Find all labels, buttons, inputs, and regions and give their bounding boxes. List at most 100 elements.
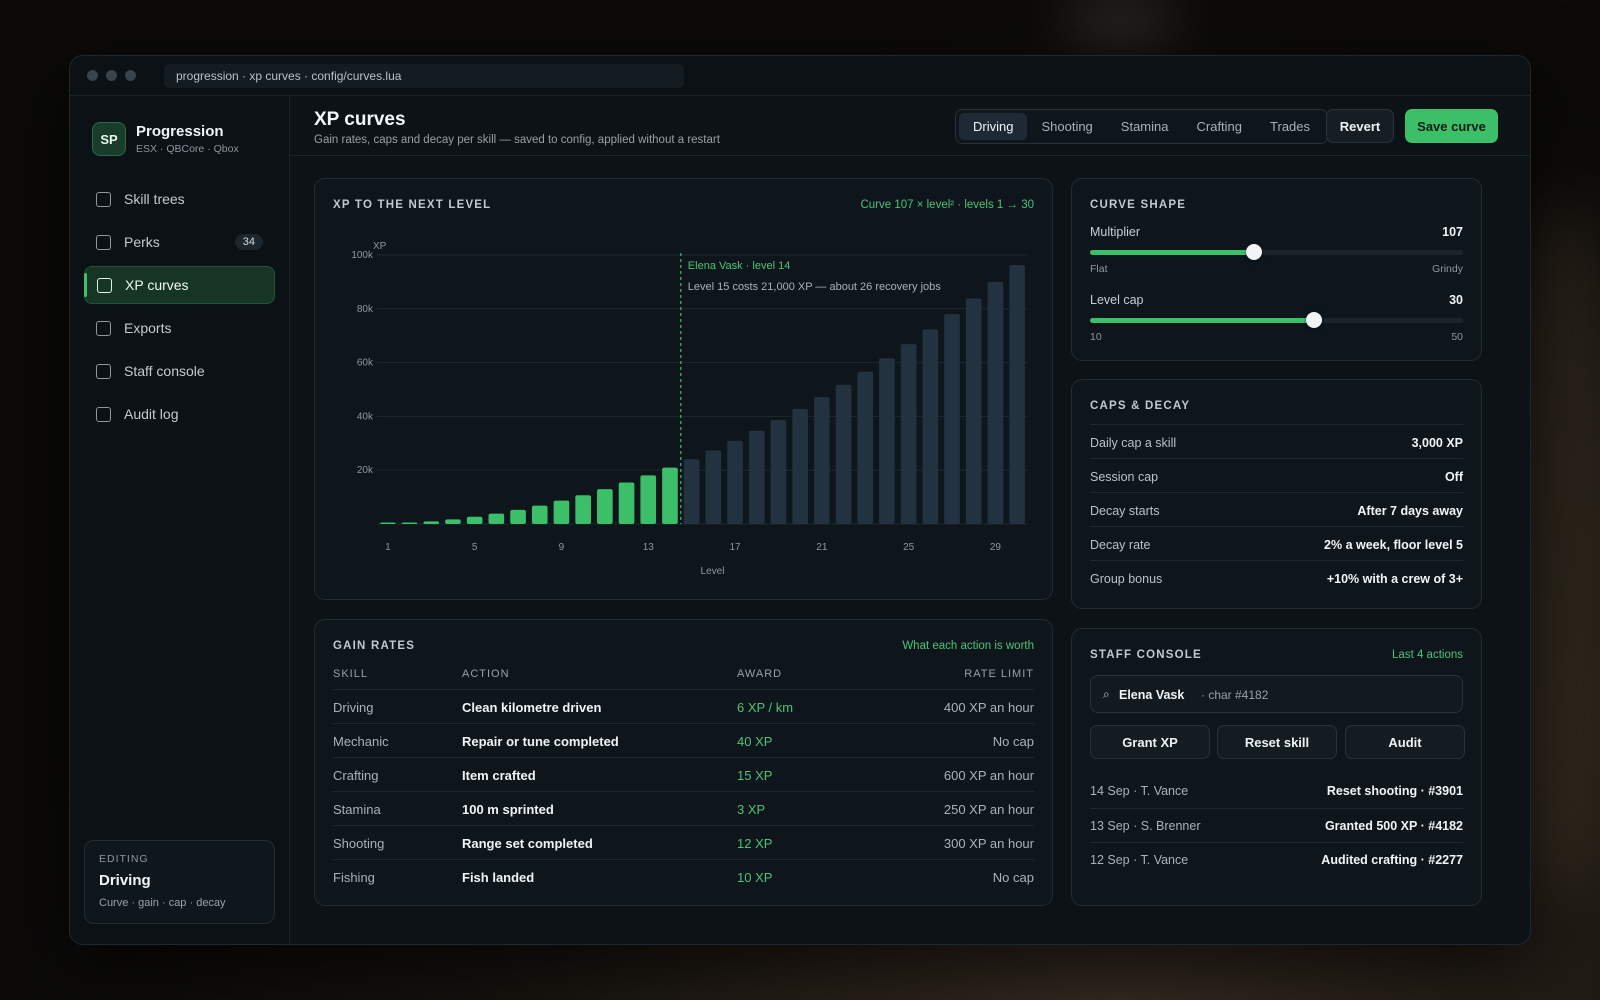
caps-decay-card: CAPS & DECAY Daily cap a skill 3,000 XP … xyxy=(1071,379,1482,609)
minimize-dot[interactable] xyxy=(106,70,117,81)
maximize-dot[interactable] xyxy=(125,70,136,81)
x-tick-label: 5 xyxy=(472,542,478,553)
log-date: 14 Sep · T. Vance xyxy=(1090,784,1189,798)
bar-level-10 xyxy=(575,495,591,524)
col-rate-limit: RATE LIMIT xyxy=(964,668,1034,680)
editing-label: EDITING xyxy=(99,853,149,865)
sidebar-item-label: Audit log xyxy=(124,406,179,422)
bar-level-13 xyxy=(640,475,657,524)
y-axis-label: XP xyxy=(373,241,387,252)
sidebar-item-staff-console[interactable]: Staff console xyxy=(84,352,275,390)
tab-crafting[interactable]: Crafting xyxy=(1196,119,1243,134)
action-cell: Item crafted xyxy=(462,768,536,783)
close-dot[interactable] xyxy=(87,70,98,81)
sidebar-item-exports[interactable]: Exports xyxy=(84,309,275,347)
bar-level-15 xyxy=(683,459,700,524)
sidebar-item-skill-trees[interactable]: Skill trees xyxy=(84,180,275,218)
checkbox-icon xyxy=(96,406,111,422)
x-tick-label: 29 xyxy=(990,542,1002,553)
brand-logo: SP xyxy=(92,122,126,156)
checkbox-icon xyxy=(96,191,111,207)
sidebar-item-audit-log[interactable]: Audit log xyxy=(84,395,275,433)
multiplier-handle[interactable] xyxy=(1246,244,1263,260)
setting-value: 2% a week, floor level 5 xyxy=(1324,538,1463,552)
table-row[interactable]: Driving Clean kilometre driven 6 XP / km… xyxy=(333,689,1034,723)
bar-level-27 xyxy=(944,314,960,524)
table-row[interactable]: Crafting Item crafted 15 XP 600 XP an ho… xyxy=(333,757,1034,791)
curve-shape-title: CURVE SHAPE xyxy=(1090,199,1187,211)
table-row[interactable]: Mechanic Repair or tune completed 40 XP … xyxy=(333,723,1034,757)
chart-title: XP TO THE NEXT LEVEL xyxy=(333,199,492,211)
bar-level-1 xyxy=(380,522,396,524)
level-cap-label: Level cap xyxy=(1090,293,1144,307)
setting-key: Group bonus xyxy=(1090,572,1163,586)
bar-level-28 xyxy=(965,298,982,524)
level-cap-slider[interactable] xyxy=(1090,312,1463,328)
col-action: ACTION xyxy=(462,668,510,680)
sidebar-item-perks[interactable]: Perks 34 xyxy=(84,223,275,261)
grant-xp-button[interactable]: Grant XP xyxy=(1090,725,1210,759)
setting-value: 3,000 XP xyxy=(1411,436,1463,450)
bar-level-30 xyxy=(1009,264,1025,524)
x-tick-label: 1 xyxy=(385,542,391,553)
sidebar-nav: Skill trees Perks 34 XP curves Exports S… xyxy=(70,180,289,433)
setting-row[interactable]: Session cap Off xyxy=(1090,458,1463,492)
bar-level-5 xyxy=(466,516,483,524)
level-cap-fill xyxy=(1090,318,1314,323)
setting-value: Off xyxy=(1444,470,1463,484)
action-cell: Fish landed xyxy=(462,870,535,885)
col-award: AWARD xyxy=(737,668,783,680)
bar-level-25 xyxy=(900,344,917,524)
skill-cell: Mechanic xyxy=(333,734,389,749)
player-search-input[interactable]: ⌕ Elena Vask · char #4182 xyxy=(1090,675,1463,713)
bar-level-22 xyxy=(835,384,852,524)
table-row[interactable]: Shooting Range set completed 12 XP 300 X… xyxy=(333,825,1034,859)
setting-key: Daily cap a skill xyxy=(1090,436,1177,450)
tab-stamina[interactable]: Stamina xyxy=(1120,119,1169,134)
level-cap-value: 30 xyxy=(1449,293,1463,307)
checkbox-icon xyxy=(97,277,112,293)
url-bar[interactable]: progression · xp curves · config/curves.… xyxy=(164,63,684,88)
table-row[interactable]: Stamina 100 m sprinted 3 XP 250 XP an ho… xyxy=(333,791,1034,825)
setting-row[interactable]: Daily cap a skill 3,000 XP xyxy=(1090,424,1463,458)
setting-row[interactable]: Decay rate 2% a week, floor level 5 xyxy=(1090,526,1463,560)
sidebar: SP Progression ESX · QBCore · Qbox Skill… xyxy=(70,96,290,944)
editing-sub: Curve · gain · cap · decay xyxy=(99,897,226,909)
y-tick-label: 100k xyxy=(351,250,374,261)
x-tick-label: 25 xyxy=(903,542,915,553)
gain-rates-title: GAIN RATES xyxy=(333,640,416,652)
reset-skill-button[interactable]: Reset skill xyxy=(1217,725,1337,759)
level-cap-handle[interactable] xyxy=(1305,312,1322,328)
save-curve-button[interactable]: Save curve xyxy=(1405,109,1498,143)
x-axis-label: Level xyxy=(701,566,725,577)
y-tick-label: 60k xyxy=(357,358,374,369)
level-cap-min: 10 xyxy=(1090,331,1102,343)
log-action: Audited crafting · #2277 xyxy=(1321,853,1463,867)
caps-decay-title: CAPS & DECAY xyxy=(1090,400,1191,412)
action-cell: 100 m sprinted xyxy=(462,802,554,817)
table-row[interactable]: Fishing Fish landed 10 XP No cap xyxy=(333,859,1034,893)
setting-key: Session cap xyxy=(1090,470,1159,484)
bar-level-19 xyxy=(770,420,787,524)
multiplier-slider[interactable] xyxy=(1090,244,1463,260)
page-subtitle: Gain rates, caps and decay per skill — s… xyxy=(314,134,720,146)
setting-row[interactable]: Decay starts After 7 days away xyxy=(1090,492,1463,526)
xp-bar-chart: XP 20k 40k 60k 80k 100k 1 5 9 13 17 21 25 29 Level Elen… xyxy=(351,241,1028,577)
log-row: 13 Sep · S. Brenner Granted 500 XP · #41… xyxy=(1090,808,1463,842)
audit-button[interactable]: Audit xyxy=(1345,725,1465,759)
tab-driving[interactable]: Driving xyxy=(959,113,1028,140)
page-title: XP curves xyxy=(314,109,406,130)
x-tick-label: 13 xyxy=(643,542,655,553)
sidebar-item-xp-curves[interactable]: XP curves xyxy=(84,266,275,304)
bar-level-2 xyxy=(401,522,418,524)
revert-button[interactable]: Revert xyxy=(1326,109,1394,143)
y-tick-label: 40k xyxy=(357,411,374,422)
tab-trades[interactable]: Trades xyxy=(1270,119,1311,134)
x-tick-label: 21 xyxy=(816,542,828,553)
brand-name: Progression xyxy=(136,123,224,140)
log-row: 12 Sep · T. Vance Audited crafting · #22… xyxy=(1090,842,1463,876)
tab-shooting[interactable]: Shooting xyxy=(1041,119,1093,134)
setting-row[interactable]: Group bonus +10% with a crew of 3+ xyxy=(1090,560,1463,594)
gain-rates-note: What each action is worth xyxy=(902,640,1034,652)
curve-shape-card: CURVE SHAPE Multiplier 107 Flat Grindy L… xyxy=(1071,178,1482,361)
